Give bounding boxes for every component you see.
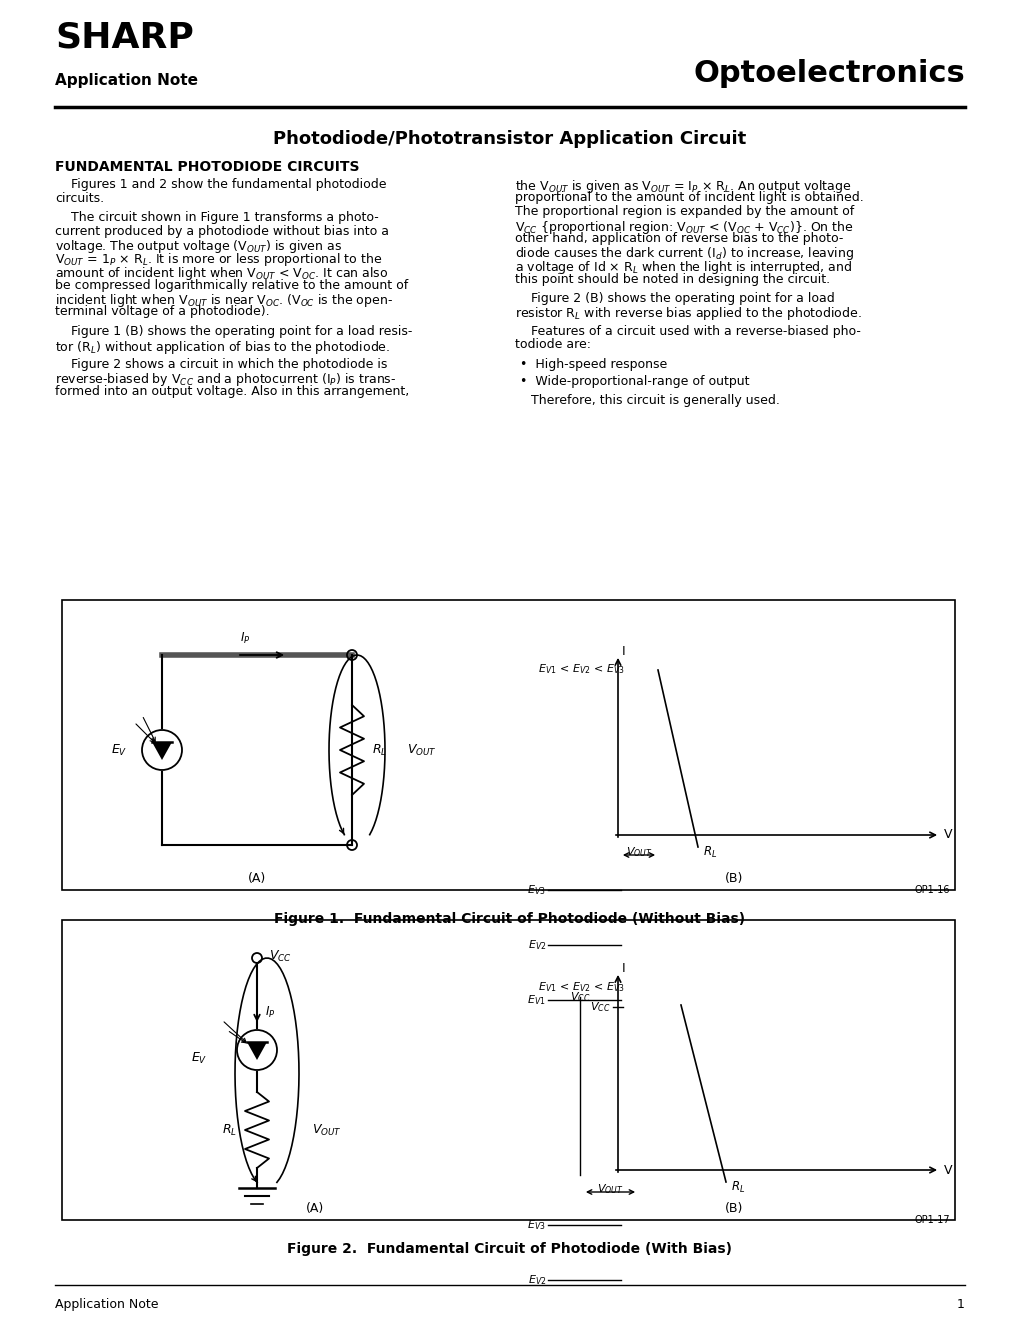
Text: a voltage of Id × R$_L$ when the light is interrupted, and: a voltage of Id × R$_L$ when the light i… xyxy=(515,259,852,276)
Text: Figures 1 and 2 show the fundamental photodiode: Figures 1 and 2 show the fundamental pho… xyxy=(55,178,386,191)
Text: I: I xyxy=(622,962,625,975)
Text: voltage. The output voltage (V$_{OUT}$) is given as: voltage. The output voltage (V$_{OUT}$) … xyxy=(55,238,341,255)
Text: todiode are:: todiode are: xyxy=(515,338,590,351)
Text: incident light when V$_{OUT}$ is near V$_{OC}$. (V$_{OC}$ is the open-: incident light when V$_{OUT}$ is near V$… xyxy=(55,292,392,309)
Text: Optoelectronics: Optoelectronics xyxy=(693,59,964,88)
Text: Figure 2.  Fundamental Circuit of Photodiode (With Bias): Figure 2. Fundamental Circuit of Photodi… xyxy=(287,1242,732,1257)
Text: $E_{V2}$: $E_{V2}$ xyxy=(527,1272,545,1287)
Text: $V_{OUT}$: $V_{OUT}$ xyxy=(312,1122,341,1138)
Text: $E_{V3}$: $E_{V3}$ xyxy=(527,883,545,896)
Text: proportional to the amount of incident light is obtained.: proportional to the amount of incident l… xyxy=(515,191,863,205)
Text: $I_P$: $I_P$ xyxy=(265,1005,275,1019)
Text: tor (R$_L$) without application of bias to the photodiode.: tor (R$_L$) without application of bias … xyxy=(55,338,390,355)
Text: (B): (B) xyxy=(725,1203,743,1214)
Text: Figure 2 shows a circuit in which the photodiode is: Figure 2 shows a circuit in which the ph… xyxy=(55,358,387,371)
Text: $V_{OUT}$: $V_{OUT}$ xyxy=(625,845,652,859)
Text: Figure 1 (B) shows the operating point for a load resis-: Figure 1 (B) shows the operating point f… xyxy=(55,325,412,338)
Text: the V$_{OUT}$ is given as V$_{OUT}$ = I$_P$ × R$_L$. An output voltage: the V$_{OUT}$ is given as V$_{OUT}$ = I$… xyxy=(515,178,851,195)
Text: The circuit shown in Figure 1 transforms a photo-: The circuit shown in Figure 1 transforms… xyxy=(55,211,378,224)
Text: circuits.: circuits. xyxy=(55,191,104,205)
Text: $E_V$: $E_V$ xyxy=(191,1051,207,1065)
Text: (A): (A) xyxy=(248,873,266,884)
Text: I: I xyxy=(622,645,625,657)
Text: $V_{OUT}$: $V_{OUT}$ xyxy=(407,742,436,758)
Text: $R_L$: $R_L$ xyxy=(731,1180,745,1195)
Text: $V_{CC}$: $V_{CC}$ xyxy=(269,949,291,964)
Text: $V_{CC}$: $V_{CC}$ xyxy=(589,1001,609,1014)
Text: $V_{CC}$: $V_{CC}$ xyxy=(570,990,590,1003)
Text: amount of incident light when V$_{OUT}$ < V$_{OC}$. It can also: amount of incident light when V$_{OUT}$ … xyxy=(55,265,388,282)
Text: $E_{V1}$: $E_{V1}$ xyxy=(527,993,545,1007)
Text: $E_{V1}$ < $E_{V2}$ < $E_{V3}$: $E_{V1}$ < $E_{V2}$ < $E_{V3}$ xyxy=(537,979,624,994)
Text: Figure 2 (B) shows the operating point for a load: Figure 2 (B) shows the operating point f… xyxy=(515,292,834,305)
Text: be compressed logarithmically relative to the amount of: be compressed logarithmically relative t… xyxy=(55,279,408,292)
Text: terminal voltage of a photodiode).: terminal voltage of a photodiode). xyxy=(55,305,269,318)
Text: 1: 1 xyxy=(956,1298,964,1311)
Text: V: V xyxy=(943,1163,952,1176)
Text: V$_{CC}$ {proportional region: V$_{OUT}$ < (V$_{OC}$ + V$_{CC}$)}. On the: V$_{CC}$ {proportional region: V$_{OUT}$… xyxy=(515,219,853,235)
Text: Features of a circuit used with a reverse-biased pho-: Features of a circuit used with a revers… xyxy=(515,325,860,338)
Text: V$_{OUT}$ = 1$_P$ × R$_L$. It is more or less proportional to the: V$_{OUT}$ = 1$_P$ × R$_L$. It is more or… xyxy=(55,252,382,268)
Text: Application Note: Application Note xyxy=(55,1298,158,1311)
Text: formed into an output voltage. Also in this arrangement,: formed into an output voltage. Also in t… xyxy=(55,385,409,399)
Text: Photodiode/Phototransistor Application Circuit: Photodiode/Phototransistor Application C… xyxy=(273,129,746,148)
Polygon shape xyxy=(152,742,172,760)
Text: diode causes the dark current (I$_d$) to increase, leaving: diode causes the dark current (I$_d$) to… xyxy=(515,246,853,263)
Text: $I_P$: $I_P$ xyxy=(239,631,251,645)
Text: current produced by a photodiode without bias into a: current produced by a photodiode without… xyxy=(55,224,388,238)
Text: $R_L$: $R_L$ xyxy=(702,845,716,859)
Text: $R_L$: $R_L$ xyxy=(372,742,386,758)
Text: FUNDAMENTAL PHOTODIODE CIRCUITS: FUNDAMENTAL PHOTODIODE CIRCUITS xyxy=(55,160,359,174)
Text: $E_{V1}$ < $E_{V2}$ < $E_{V3}$: $E_{V1}$ < $E_{V2}$ < $E_{V3}$ xyxy=(537,663,624,676)
Text: OP1-17: OP1-17 xyxy=(913,1214,949,1225)
Text: other hand, application of reverse bias to the photo-: other hand, application of reverse bias … xyxy=(515,232,843,246)
Text: resistor R$_L$ with reverse bias applied to the photodiode.: resistor R$_L$ with reverse bias applied… xyxy=(515,305,861,322)
Text: $V_{OUT}$: $V_{OUT}$ xyxy=(596,1181,623,1196)
Text: (A): (A) xyxy=(306,1203,324,1214)
Text: Therefore, this circuit is generally used.: Therefore, this circuit is generally use… xyxy=(515,393,780,407)
Text: $R_L$: $R_L$ xyxy=(222,1122,236,1138)
Polygon shape xyxy=(247,1041,267,1060)
Text: $E_{V3}$: $E_{V3}$ xyxy=(527,1218,545,1232)
Text: Figure 1.  Fundamental Circuit of Photodiode (Without Bias): Figure 1. Fundamental Circuit of Photodi… xyxy=(274,912,745,927)
Text: The proportional region is expanded by the amount of: The proportional region is expanded by t… xyxy=(515,205,854,218)
Text: this point should be noted in designing the circuit.: this point should be noted in designing … xyxy=(515,272,829,285)
Text: V: V xyxy=(943,829,952,842)
Bar xyxy=(62,601,954,890)
Bar xyxy=(62,920,954,1220)
Text: •  High-speed response: • High-speed response xyxy=(520,358,666,371)
Text: $E_{V2}$: $E_{V2}$ xyxy=(527,939,545,952)
Text: reverse-biased by V$_{CC}$ and a photocurrent (I$_P$) is trans-: reverse-biased by V$_{CC}$ and a photocu… xyxy=(55,371,396,388)
Text: •  Wide-proportional-range of output: • Wide-proportional-range of output xyxy=(520,375,749,388)
Text: OP1-16: OP1-16 xyxy=(914,884,949,895)
Text: SHARP: SHARP xyxy=(55,21,194,55)
Text: Application Note: Application Note xyxy=(55,73,198,88)
Text: (B): (B) xyxy=(725,873,743,884)
Text: $E_V$: $E_V$ xyxy=(110,742,127,758)
